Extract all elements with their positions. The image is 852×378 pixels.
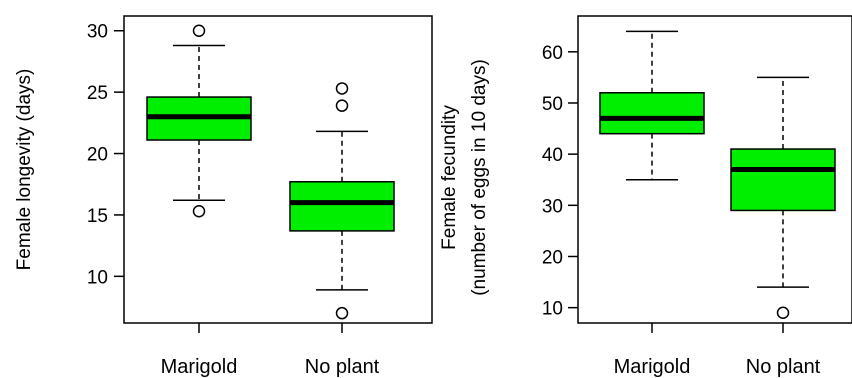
y-tick-label: 40 xyxy=(542,145,563,166)
y-tick-label: 20 xyxy=(542,247,563,268)
box-no-plant xyxy=(730,148,836,212)
box-no-plant xyxy=(289,181,395,232)
y-tick-label: 25 xyxy=(87,83,108,104)
y-tick-label: 15 xyxy=(87,206,108,227)
x-tick-label-marigold: Marigold xyxy=(161,356,238,378)
y-tick-label: 50 xyxy=(542,94,563,115)
fecundity-panel: 10 20 30 40 50 60 Female fecundity (number of e… xyxy=(439,15,852,378)
y-tick-label: 10 xyxy=(87,267,108,288)
y-tick-label: 60 xyxy=(542,43,563,64)
outlier-no-plant xyxy=(335,99,349,112)
y-axis-label-line: Female fecundity xyxy=(439,105,460,250)
plot-frame xyxy=(123,15,433,324)
outlier-no-plant xyxy=(335,82,349,95)
y-tick-label: 30 xyxy=(542,196,563,217)
box-marigold xyxy=(599,92,705,135)
longevity-panel: 10 15 20 25 30 Female longevity (days) Marigol… xyxy=(14,15,433,378)
x-tick-label-no-plant: No plant xyxy=(746,356,821,378)
y-tick-label: 10 xyxy=(542,299,563,320)
plot-frame xyxy=(577,15,852,324)
outlier-no-plant xyxy=(776,306,790,320)
outlier-marigold xyxy=(192,24,206,37)
x-tick-label-marigold: Marigold xyxy=(614,356,691,378)
y-tick-label: 30 xyxy=(87,22,108,43)
y-axis-label-line: (number of eggs in 10 days) xyxy=(469,59,490,296)
y-axis-label: Female longevity (days) xyxy=(14,69,35,271)
x-tick-label-no-plant: No plant xyxy=(305,356,380,378)
outlier-no-plant xyxy=(335,306,349,320)
y-tick-label: 20 xyxy=(87,145,108,166)
outlier-marigold xyxy=(192,205,206,218)
